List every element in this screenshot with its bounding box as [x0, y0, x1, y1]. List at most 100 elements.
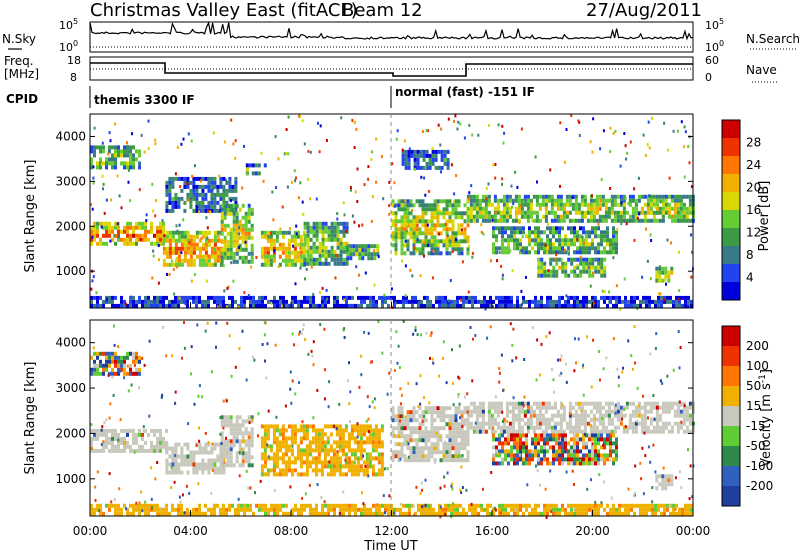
velocity-cell: [412, 418, 416, 423]
velocity-cell: [293, 436, 297, 441]
power-cell: [540, 299, 543, 304]
velocity-cell: [225, 507, 228, 512]
velocity-cell: [90, 503, 93, 508]
power-cell: [90, 299, 93, 304]
power-cell: [220, 255, 224, 260]
power-cell: [284, 262, 288, 267]
power-cell: [416, 149, 420, 154]
power-cell: [391, 231, 395, 236]
power-cell: [504, 295, 507, 300]
power-cell: [510, 295, 513, 300]
power-cell: [135, 221, 138, 226]
velocity-cell: [574, 425, 578, 430]
velocity-cell: [561, 445, 564, 450]
velocity-cell: [126, 428, 129, 433]
power-cell: [232, 235, 236, 240]
velocity-cell: [299, 448, 303, 453]
velocity-cell: [138, 428, 141, 433]
velocity-cell: [582, 457, 585, 462]
power-cell: [658, 206, 662, 211]
velocity-cell: [362, 440, 366, 445]
velocity-cell: [457, 434, 461, 439]
velocity-cell: [445, 434, 449, 439]
power-speckle: [285, 151, 288, 155]
power-speckle: [335, 254, 338, 258]
power-cell: [275, 246, 279, 251]
power-speckle: [665, 282, 667, 286]
power-cell: [576, 234, 579, 239]
velocity-cell: [244, 431, 248, 436]
power-cell: [223, 227, 227, 232]
power-speckle: [648, 146, 651, 150]
power-cell: [526, 218, 530, 223]
power-cell: [540, 303, 543, 308]
power-cell: [168, 200, 172, 205]
velocity-cell: [371, 464, 375, 469]
velocity-cell: [460, 442, 464, 447]
power-speckle: [147, 119, 150, 123]
power-cell: [567, 299, 570, 304]
velocity-cell: [332, 464, 336, 469]
velocity-cell: [451, 422, 455, 427]
velocity-cell: [275, 444, 279, 449]
velocity-cell: [525, 449, 528, 454]
velocity-cell: [526, 409, 530, 414]
power-speckle: [336, 212, 339, 216]
velocity-cell: [415, 450, 419, 455]
velocity-cell: [105, 444, 108, 449]
velocity-cell: [421, 434, 425, 439]
velocity-cell: [418, 450, 422, 455]
velocity-cell: [180, 507, 183, 512]
power-cell: [278, 262, 282, 267]
power-cell: [165, 303, 168, 308]
velocity-cell: [102, 432, 105, 437]
power-cell: [585, 234, 588, 239]
power-cell: [225, 192, 229, 197]
power-speckle: [401, 148, 404, 152]
velocity-cell: [365, 440, 369, 445]
power-speckle: [106, 297, 109, 301]
power-cell: [442, 239, 446, 244]
power-cell: [254, 163, 258, 168]
power-cell: [664, 202, 668, 207]
power-cell: [394, 211, 398, 216]
power-speckle: [511, 269, 514, 273]
power-speckle: [671, 214, 674, 218]
power-cell: [616, 210, 620, 215]
power-cell: [412, 243, 416, 248]
power-cell: [555, 257, 559, 262]
velocity-cell: [90, 371, 93, 376]
velocity-cell: [451, 434, 455, 439]
power-speckle: [559, 121, 562, 125]
power-cell: [445, 251, 449, 256]
power-cell: [567, 238, 570, 243]
velocity-cell: [108, 355, 111, 360]
power-cell: [526, 198, 530, 203]
velocity-cell: [165, 442, 169, 447]
power-cell: [619, 210, 623, 215]
power-cell: [417, 303, 420, 308]
velocity-cell: [250, 439, 254, 444]
velocity-cell: [508, 429, 512, 434]
power-cell: [583, 194, 587, 199]
power-cell: [241, 235, 245, 240]
velocity-cell: [430, 422, 434, 427]
velocity-cell: [317, 460, 321, 465]
power-cell: [120, 161, 123, 166]
velocity-cell: [667, 429, 671, 434]
power-cell: [436, 247, 440, 252]
power-speckle: [431, 276, 434, 280]
velocity-cell: [350, 464, 354, 469]
power-cell: [541, 198, 545, 203]
velocity-cell: [466, 454, 470, 459]
power-cell: [306, 299, 309, 304]
power-cell: [600, 234, 603, 239]
power-speckle: [283, 152, 286, 156]
power-cell: [241, 239, 245, 244]
nsearch-tick-top: 105: [705, 17, 724, 32]
velocity-cell: [241, 435, 245, 440]
power-speckle: [246, 172, 248, 176]
power-cell: [321, 229, 325, 234]
velocity-cell: [664, 486, 668, 491]
velocity-cell: [609, 445, 612, 450]
